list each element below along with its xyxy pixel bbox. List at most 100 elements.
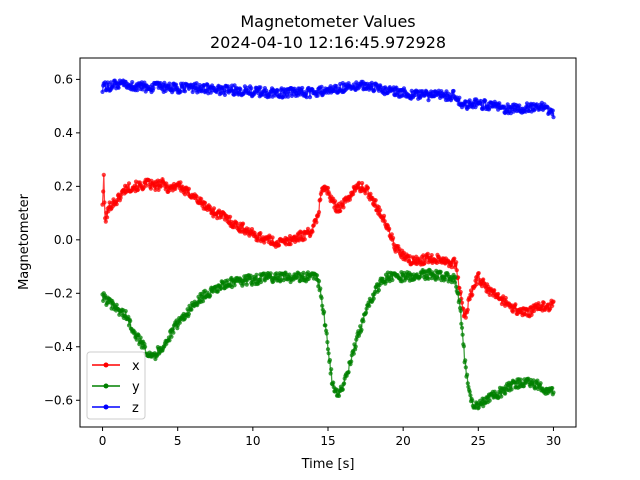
- series-x-point: [550, 303, 555, 308]
- series-x-point: [457, 285, 462, 291]
- y-tick-label: 0.0: [54, 233, 73, 247]
- series-z-point: [182, 85, 187, 90]
- series-y-point: [248, 273, 253, 278]
- series-x-point: [211, 206, 217, 211]
- legend-label-y: y: [132, 380, 140, 395]
- series-x-point: [387, 226, 392, 231]
- series-x-point: [503, 295, 508, 301]
- series-x-point: [288, 242, 293, 247]
- series-y-point: [509, 387, 514, 392]
- series-z-point: [167, 81, 172, 86]
- series-y-point: [487, 398, 492, 403]
- series-y-point: [364, 306, 369, 311]
- series-y-point: [342, 381, 347, 386]
- series-x-point: [194, 194, 199, 199]
- series-z-point: [258, 85, 263, 90]
- series-y-point: [241, 281, 246, 286]
- y-tick-label: −0.4: [44, 340, 73, 354]
- series-x-point: [314, 220, 319, 225]
- series-z-point: [178, 89, 183, 94]
- series-y-point: [340, 387, 345, 392]
- series-y-point: [232, 283, 237, 288]
- x-tick-label: 10: [245, 434, 260, 448]
- series-y-point: [367, 303, 372, 308]
- series-x-point: [496, 291, 501, 297]
- series-x-point: [454, 268, 459, 273]
- series-x-point: [262, 240, 267, 245]
- series-x-point: [541, 300, 546, 305]
- series-z-point: [319, 84, 324, 89]
- series-x-point: [389, 232, 394, 237]
- series-y-point: [346, 370, 351, 375]
- series-y-point: [468, 393, 473, 398]
- series-y-point: [318, 286, 323, 291]
- series-x-point: [341, 205, 346, 210]
- series-z-point: [169, 84, 174, 89]
- series-x-point: [539, 303, 545, 308]
- series-z-point: [151, 86, 156, 91]
- series-x-point: [102, 200, 107, 205]
- series-y-point: [458, 308, 463, 313]
- series-z-point: [194, 81, 199, 86]
- series-z-point: [238, 87, 243, 92]
- series-z-point: [300, 85, 305, 91]
- series-y-point: [503, 391, 508, 396]
- series-y-point: [456, 291, 461, 296]
- series-z-point: [106, 82, 111, 88]
- legend-marker-x: [103, 362, 109, 368]
- series-y-point: [336, 393, 342, 398]
- series-y-point: [287, 272, 292, 277]
- series-x-point: [368, 191, 373, 196]
- series-y-point: [300, 274, 305, 279]
- y-tick-label: −0.6: [44, 393, 73, 407]
- series-z-point: [275, 88, 280, 93]
- x-tick-label: 15: [320, 434, 335, 448]
- series-y-point: [177, 320, 182, 325]
- series-x: [100, 172, 556, 320]
- series-y-point: [461, 344, 466, 349]
- series-y-point: [123, 309, 128, 314]
- series-y-point: [244, 282, 249, 287]
- series-x-point: [407, 254, 412, 259]
- series-y-point: [457, 298, 462, 303]
- series-z-point: [426, 98, 431, 103]
- series-y-point: [138, 335, 143, 340]
- series-y-point: [459, 321, 464, 326]
- series-z-point: [517, 103, 522, 108]
- series-y-point: [470, 398, 475, 403]
- series-z-point: [550, 108, 555, 113]
- series-y-point: [538, 381, 543, 386]
- chart-subtitle: 2024-04-10 12:16:45.972928: [210, 33, 446, 52]
- series-x-point: [536, 301, 541, 306]
- series-x-point: [105, 215, 110, 220]
- series-x-point: [374, 208, 380, 213]
- series-y-point: [452, 280, 457, 285]
- series-y-point: [186, 311, 191, 317]
- series-y-point: [295, 275, 300, 280]
- series-y-point: [329, 367, 334, 372]
- series-x-point: [173, 186, 178, 191]
- series-x-point: [159, 183, 164, 188]
- series-x-point: [449, 265, 454, 270]
- series-x-point: [228, 214, 233, 219]
- series-y: [100, 267, 556, 411]
- series-x-point: [487, 292, 492, 297]
- series-x-point: [467, 297, 472, 302]
- series-z-point: [255, 90, 260, 95]
- series-y-point: [353, 344, 358, 349]
- series-x-point: [373, 198, 378, 203]
- series-y-point: [253, 276, 258, 281]
- series-y-point: [208, 293, 213, 298]
- series-x-point: [476, 271, 481, 276]
- series-z-point: [222, 92, 227, 97]
- series-x-point: [351, 192, 356, 197]
- series-y-point: [126, 323, 132, 328]
- series-z-point: [315, 93, 320, 98]
- y-tick-label: 0.6: [54, 72, 73, 86]
- series-z: [100, 78, 556, 120]
- series-x-point: [473, 278, 478, 283]
- series-y-point: [390, 277, 395, 283]
- legend: xyz: [86, 351, 146, 420]
- series-z-point: [304, 95, 309, 100]
- series-y-point: [219, 285, 224, 291]
